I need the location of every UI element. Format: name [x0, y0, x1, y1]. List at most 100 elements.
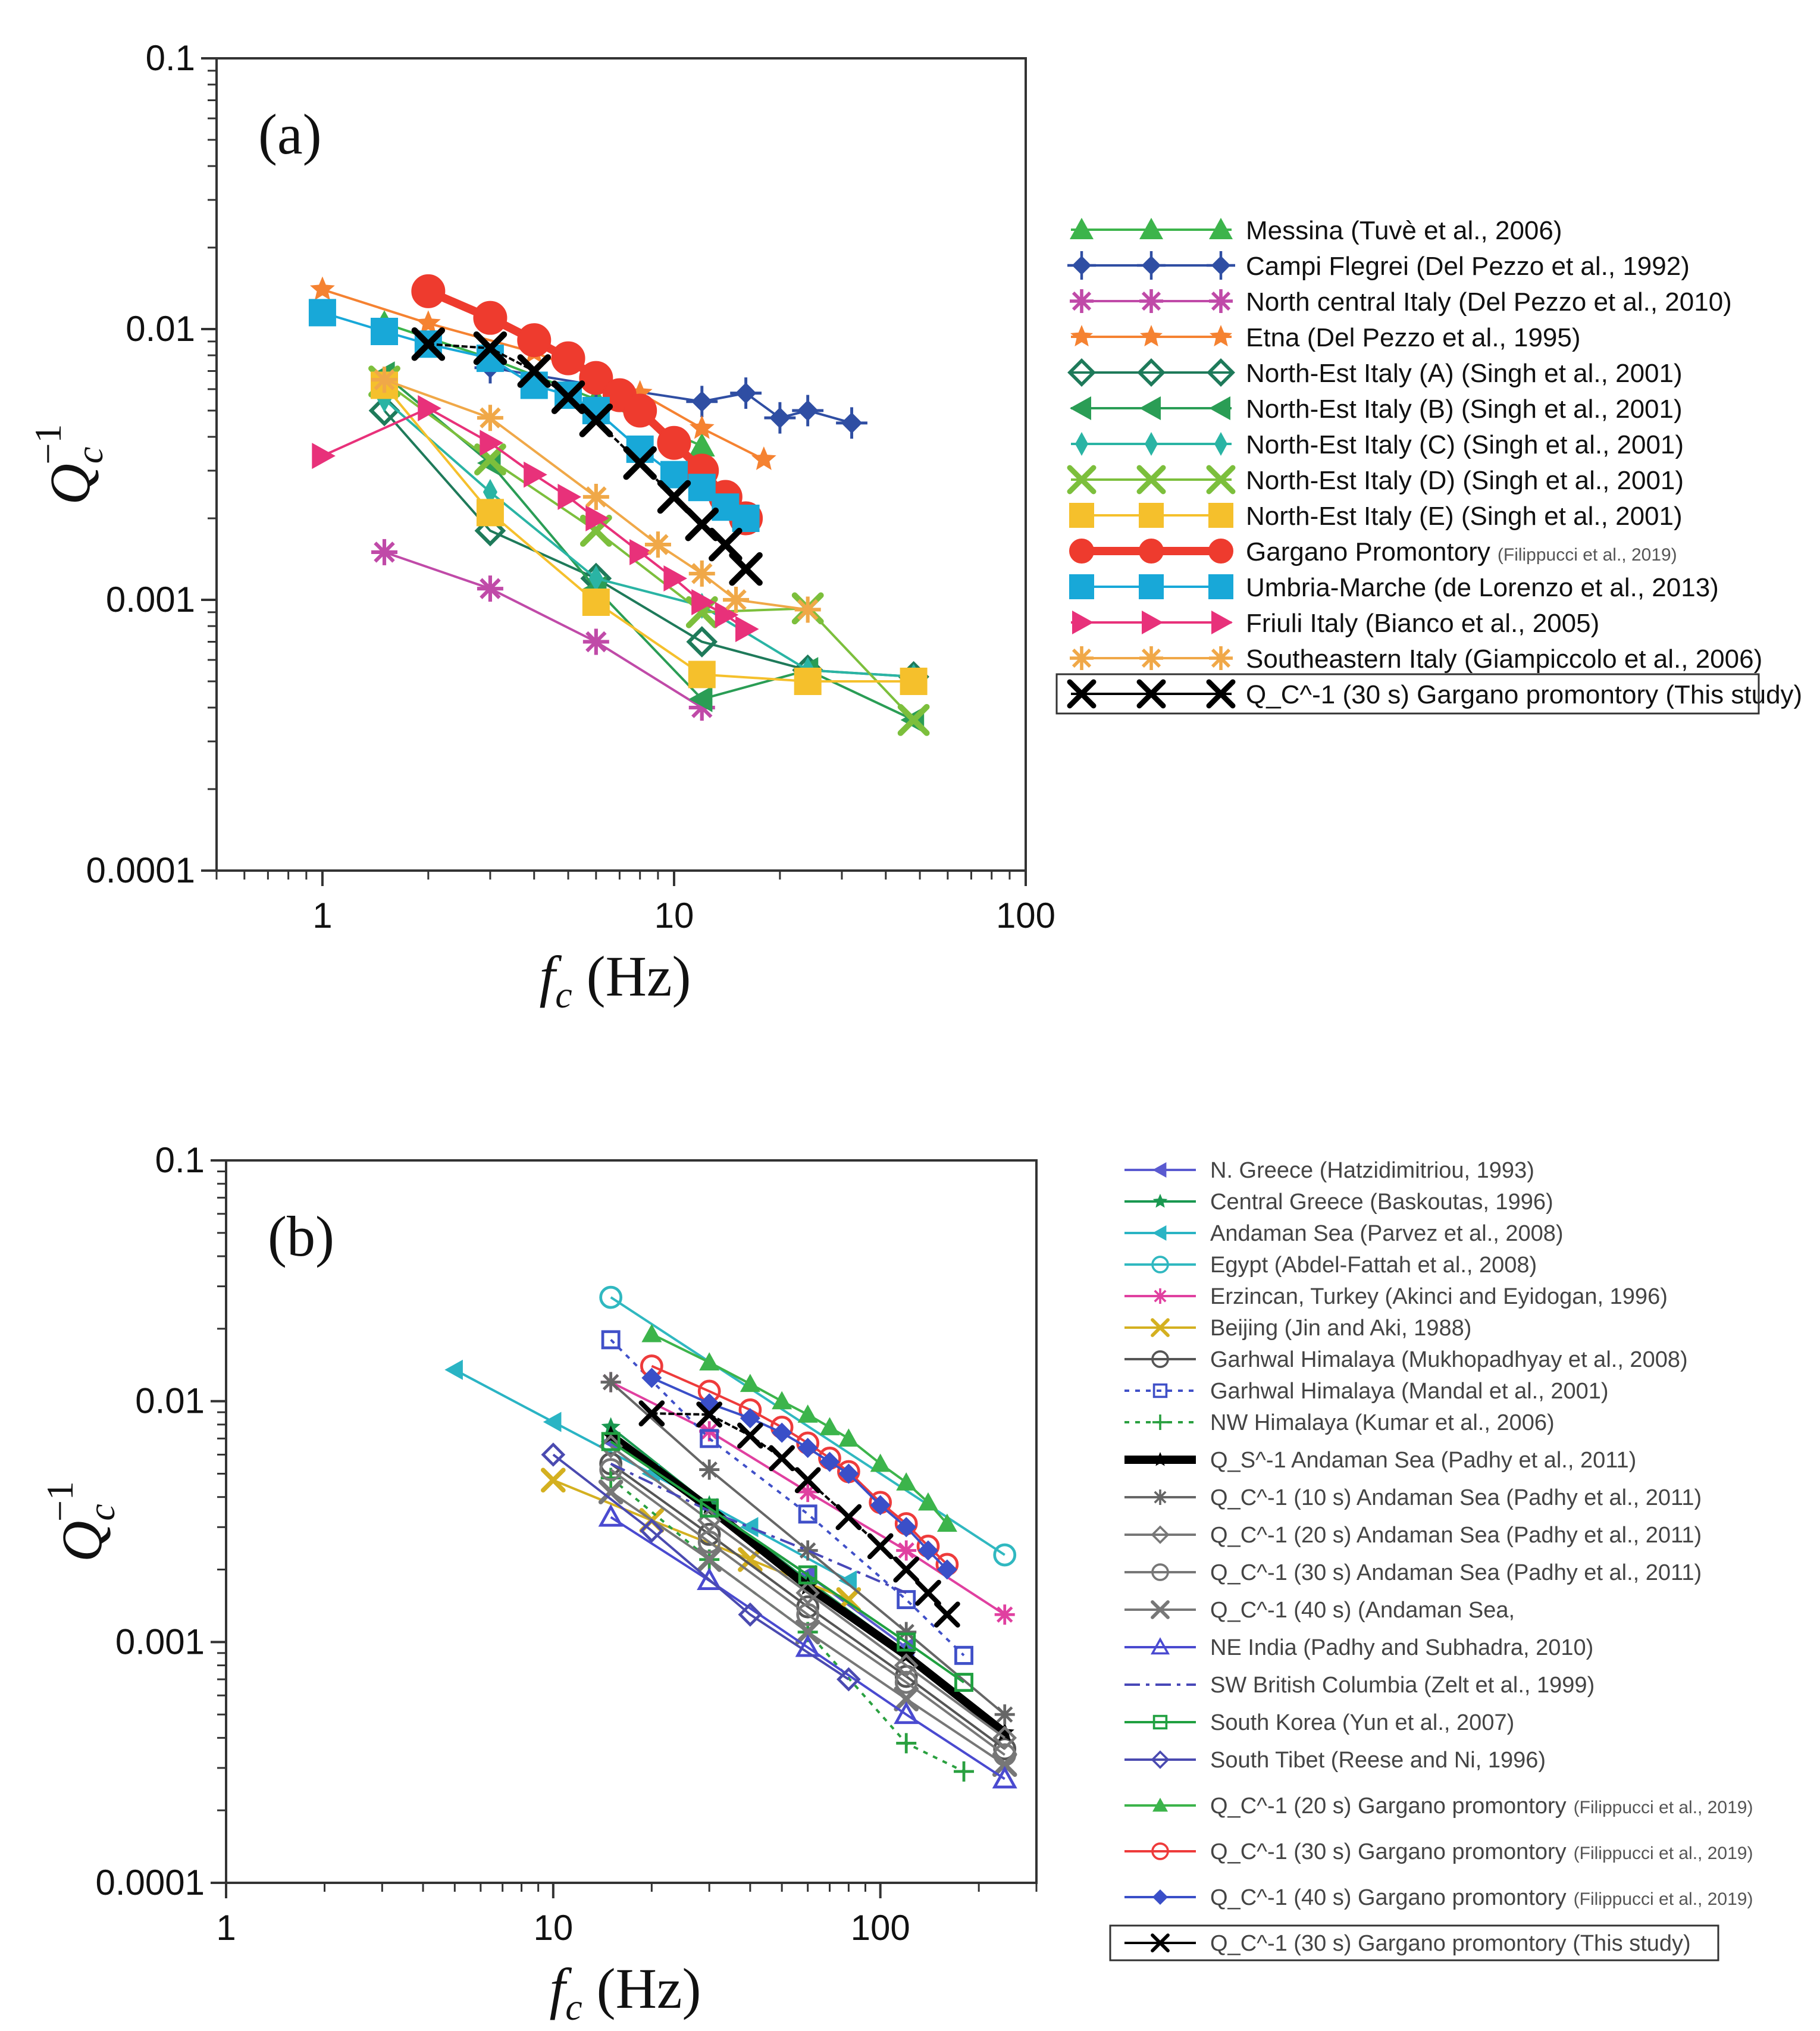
legend-marker	[1206, 679, 1236, 709]
legend-marker	[1075, 432, 1088, 456]
legend-label: North-Est Italy (B) (Singh et al., 2001)	[1246, 395, 1683, 424]
data-point	[688, 474, 716, 502]
data-point	[691, 589, 715, 615]
data-point	[579, 361, 613, 395]
data-point	[738, 1602, 763, 1627]
data-point	[893, 1556, 920, 1583]
data-point	[626, 435, 654, 463]
legend-label: Garhwal Himalaya (Mandal et al., 2001)	[1210, 1379, 1609, 1404]
legend-entry: Q_C^-1 (40 s) (Andaman Sea,	[1124, 1598, 1515, 1623]
legend-label: Garhwal Himalaya (Mukhopadhyay et al., 2…	[1210, 1347, 1688, 1372]
legend-entry: Q_S^-1 Andaman Sea (Padhy et al., 2011)	[1124, 1448, 1636, 1473]
legend-label: South Tibet (Reese and Ni, 1996)	[1210, 1748, 1546, 1773]
legend-label: SW British Columbia (Zelt et al., 1999)	[1210, 1673, 1595, 1698]
series-line	[610, 1338, 965, 1657]
y-tick-label: 0.0001	[95, 1863, 205, 1902]
legend-entry: North central Italy (Del Pezzo et al., 2…	[1070, 287, 1732, 317]
legend-entry: Q_C^-1 (30 s) Gargano promontory (Filippu…	[1124, 1839, 1753, 1864]
legend-label: Campi Flegrei (Del Pezzo et al., 1992)	[1246, 252, 1690, 281]
legend-label: Egypt (Abdel-Fattah et al., 2008)	[1210, 1253, 1537, 1278]
data-point	[689, 415, 715, 439]
legend-entry: Garhwal Himalaya (Mandal et al., 2001)	[1124, 1379, 1609, 1404]
legend-label: North-Est Italy (A) (Singh et al., 2001)	[1246, 359, 1683, 388]
legend-marker	[1137, 358, 1166, 387]
legend-entry: SW British Columbia (Zelt et al., 1999)	[1124, 1673, 1595, 1698]
legend-entry: NE India (Padhy and Subhadra, 2010)	[1124, 1635, 1593, 1660]
legend-marker	[1152, 1225, 1167, 1241]
data-point	[598, 1504, 624, 1527]
data-point	[954, 1645, 974, 1665]
series-line	[383, 373, 914, 721]
legend-label: Central Greece (Baskoutas, 1996)	[1210, 1190, 1553, 1215]
legend-marker	[1152, 1798, 1168, 1812]
legend-marker	[1151, 1350, 1169, 1368]
data-point	[418, 395, 441, 422]
data-point	[897, 1590, 916, 1610]
legend-entry: Q_C^-1 (20 s) Andaman Sea (Padhy et al.,…	[1124, 1523, 1702, 1548]
data-point	[686, 626, 718, 658]
legend-marker	[1139, 503, 1164, 528]
data-point	[688, 661, 716, 689]
data-point	[896, 1733, 917, 1754]
data-point	[638, 1400, 665, 1426]
legend-marker	[1067, 251, 1096, 280]
series-line	[610, 1516, 1005, 1780]
data-point	[915, 1579, 941, 1606]
data-point	[797, 1404, 818, 1423]
x-axis-title: fc (Hz)	[550, 1957, 701, 2028]
series-17	[541, 1442, 861, 1692]
legend-marker	[1152, 1889, 1168, 1905]
legend-marker	[1069, 539, 1094, 564]
legend-marker	[1139, 289, 1163, 313]
data-point	[715, 602, 739, 628]
legend-label: Q_C^-1 (20 s) Andaman Sea (Padhy et al.,…	[1210, 1523, 1702, 1548]
legend-label: Q_S^-1 Andaman Sea (Padhy et al., 2011)	[1210, 1448, 1636, 1473]
data-point	[795, 1581, 820, 1606]
legend-label: Friuli Italy (Bianco et al., 2005)	[1246, 609, 1599, 638]
data-point	[444, 1359, 463, 1380]
series-line	[610, 1463, 1005, 1750]
legend-entry: South Korea (Yun et al., 2007)	[1124, 1710, 1514, 1735]
legend-marker	[1151, 1525, 1170, 1544]
legend-entry: N. Greece (Hatzidimitriou, 1993)	[1124, 1158, 1534, 1183]
legend-marker	[1137, 251, 1166, 280]
data-point	[623, 393, 657, 428]
data-point	[796, 1603, 820, 1626]
legend-entry: Messina (Tuvè et al., 2006)	[1070, 216, 1562, 245]
legend-entry: Egypt (Abdel-Fattah et al., 2008)	[1124, 1253, 1537, 1278]
x-tick-label: 1	[312, 896, 332, 935]
legend-label: NW Himalaya (Kumar et al., 2006)	[1210, 1410, 1555, 1435]
data-point	[699, 1393, 720, 1414]
legend-marker	[1152, 1194, 1168, 1208]
series-11	[312, 395, 759, 643]
legend-marker	[1208, 503, 1233, 528]
data-point	[894, 1701, 919, 1725]
legend-label: Q_C^-1 (30 s) Gargano promontory (This s…	[1246, 680, 1802, 709]
data-point	[751, 446, 776, 470]
data-point	[477, 575, 503, 602]
data-point	[792, 395, 824, 427]
legend-entry: South Tibet (Reese and Ni, 1996)	[1124, 1748, 1546, 1773]
legend-marker	[1207, 358, 1235, 387]
data-point	[794, 1467, 821, 1494]
series-2	[371, 539, 715, 721]
data-point	[371, 539, 397, 565]
data-point	[309, 276, 335, 301]
x-tick-label: 100	[851, 1908, 910, 1948]
legend-marker	[1072, 611, 1094, 634]
data-point	[995, 1722, 1014, 1741]
legend-entry: Erzincan, Turkey (Akinci and Eyidogan, 1…	[1124, 1284, 1668, 1309]
data-point	[723, 587, 750, 613]
legend-marker	[1209, 325, 1233, 347]
legend-entry: Gargano Promontory (Filippucci et al., 20…	[1069, 537, 1677, 567]
legend-label: North-Est Italy (E) (Singh et al., 2001)	[1246, 502, 1683, 531]
data-point	[582, 588, 610, 616]
data-point	[524, 461, 547, 488]
data-point	[737, 1422, 763, 1449]
data-point	[411, 327, 446, 361]
series-13	[598, 1479, 1017, 1777]
data-point	[644, 531, 671, 558]
chart-panel-b: 1 10 100 0.0001 0.001 0.01 0.1 (b) fc (Hz) Qc−1 N.…	[0, 1095, 1820, 2031]
data-point	[896, 1472, 917, 1491]
chart-panel-a: 1 10 100 0.0001 0.001 0.01 0.1 (a) fc (Hz) Qc−1 Me…	[27, 38, 1802, 1016]
